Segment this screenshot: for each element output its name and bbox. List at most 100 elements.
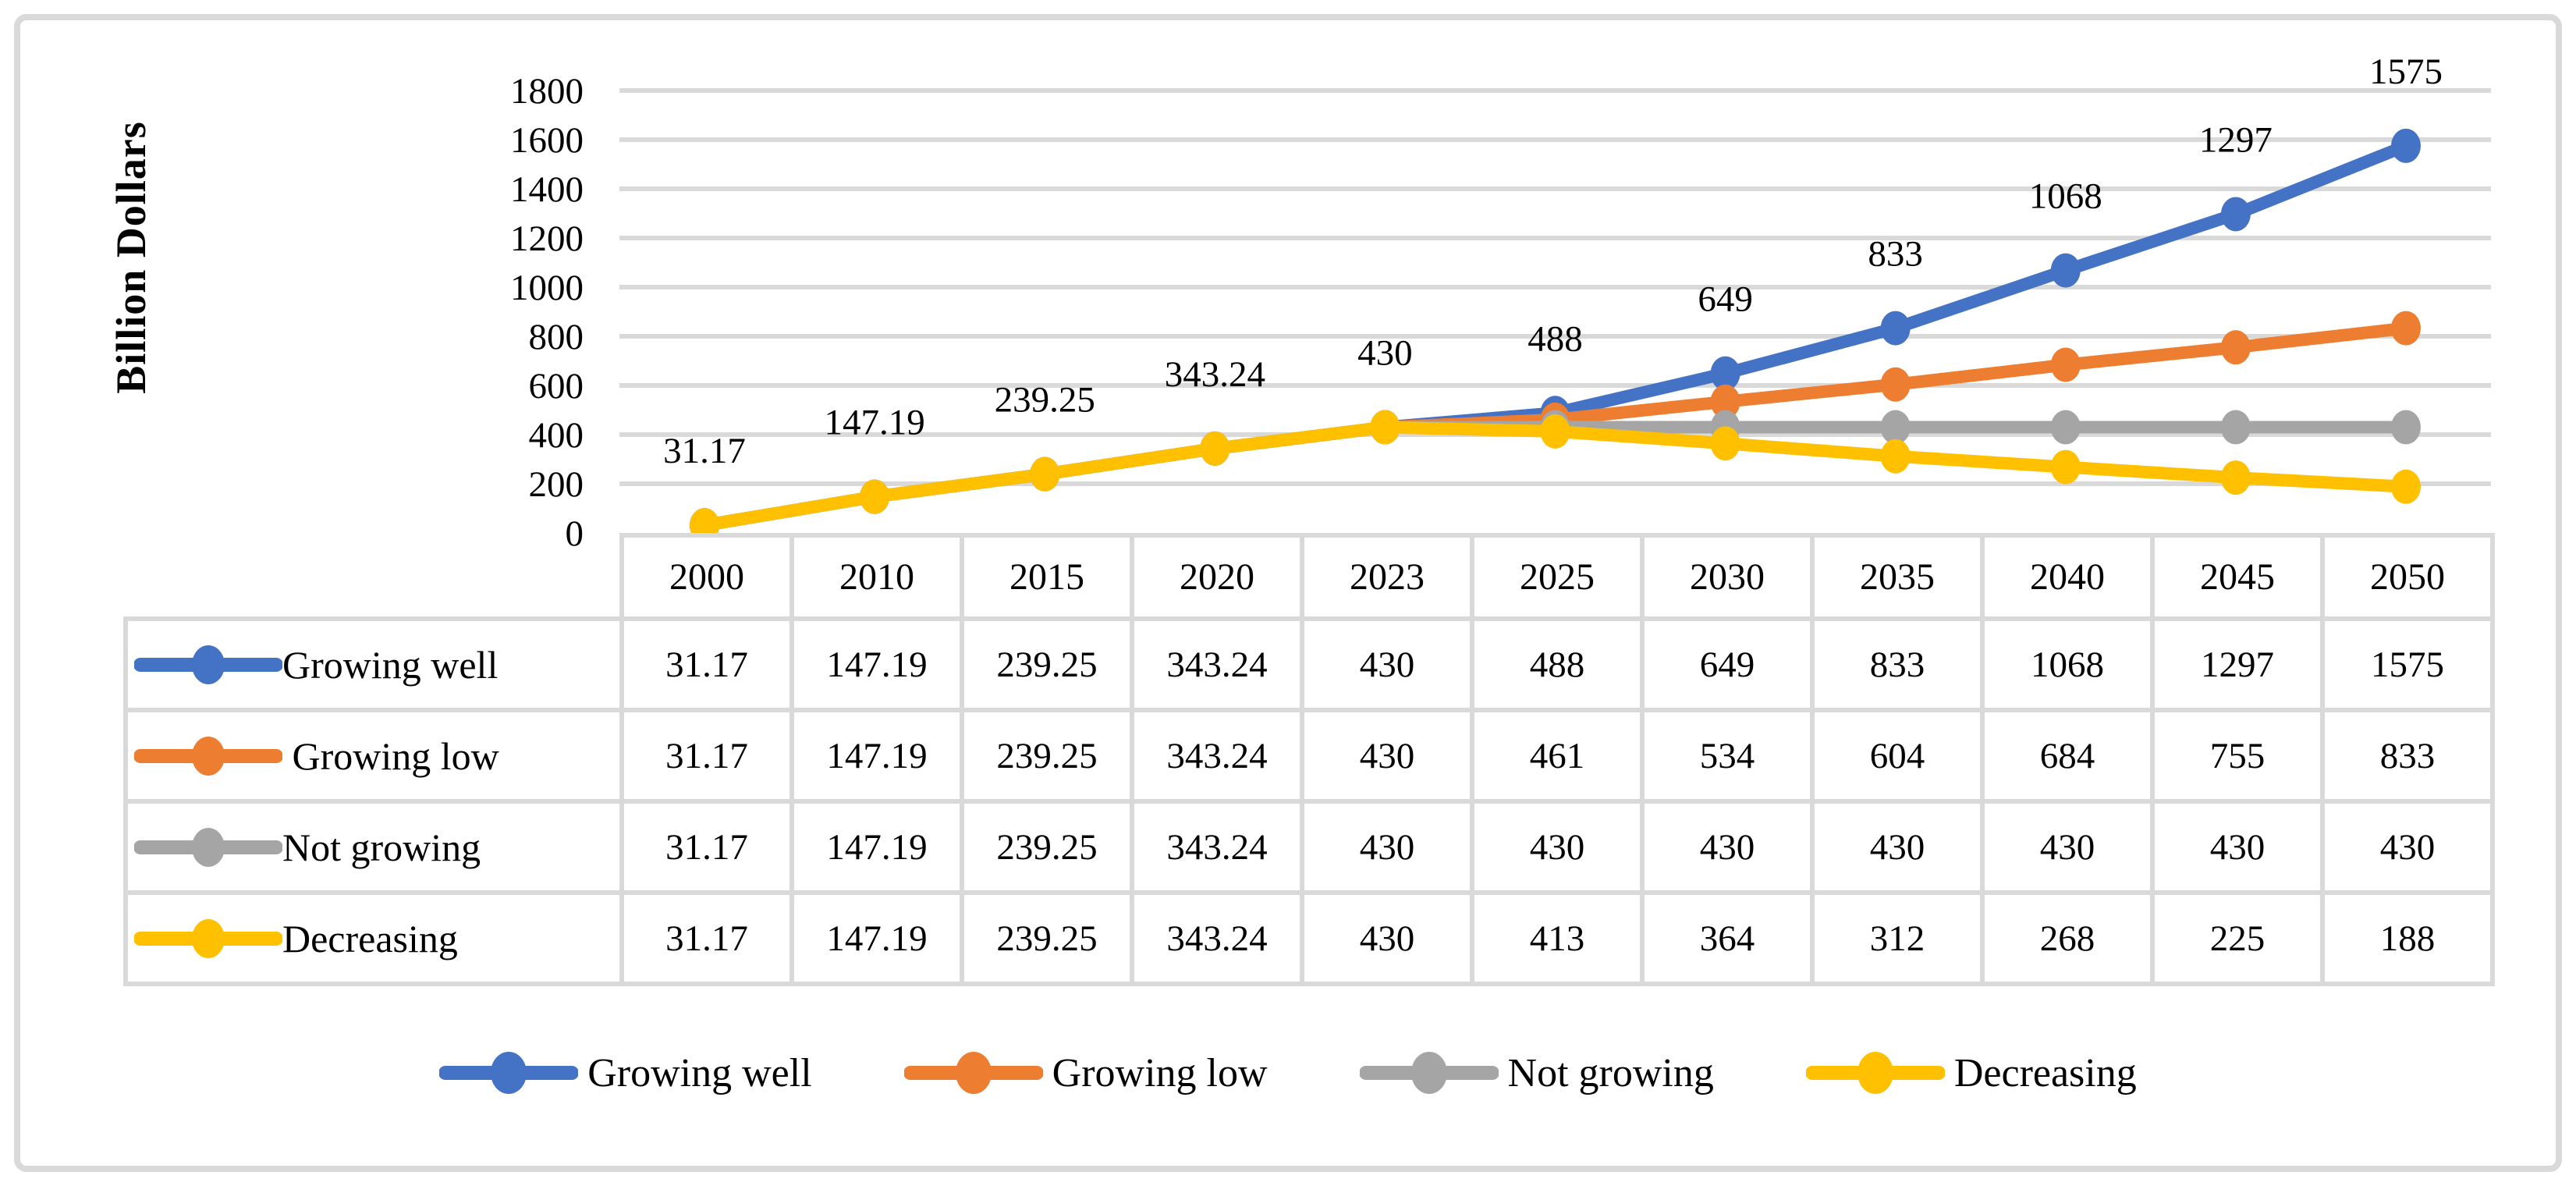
legend-item-growing-well: Growing well [439, 1048, 812, 1098]
data-point-marker-growing-low [1880, 367, 1911, 402]
y-tick-label: 1800 [510, 71, 584, 112]
value-cell: 649 [1640, 616, 1815, 712]
data-label: 343.24 [1165, 354, 1265, 395]
data-point-marker-not-growing [2390, 410, 2421, 445]
data-point-marker-growing-low [2050, 347, 2081, 382]
value-cell: 1575 [2320, 616, 2495, 712]
series-label-cell: Not growing [123, 799, 624, 895]
value-cell: 239.25 [960, 616, 1134, 712]
data-point-marker-decreasing [1370, 410, 1400, 445]
legend-item-not-growing: Not growing [1359, 1048, 1714, 1098]
data-point-marker-growing-well [1880, 311, 1911, 346]
y-tick-label: 800 [529, 317, 584, 357]
value-cell: 147.19 [789, 708, 964, 804]
table-row: Decreasing 31.17 147.19 239.25 343.24 430 413 3… [123, 890, 2495, 986]
series-label: Growing low [282, 733, 499, 778]
legend-item-decreasing: Decreasing [1805, 1048, 2137, 1098]
year-header-cell: 2045 [2150, 533, 2325, 621]
value-cell: 430 [2150, 799, 2325, 895]
legend-label: Growing well [587, 1050, 812, 1095]
value-cell: 430 [2320, 799, 2495, 895]
value-cell: 430 [1300, 616, 1474, 712]
line-chart: 0 200 400 600 800 1000 1200 1400 1600 1800 31.17 14… [510, 51, 2491, 554]
data-point-marker-decreasing [2220, 460, 2251, 495]
value-cell: 364 [1640, 890, 1815, 986]
table-row: Growing well 31.17 147.19 239.25 343.24 430 48… [123, 616, 2495, 712]
value-cell: 833 [2320, 708, 2495, 804]
legend-key-icon [439, 1052, 579, 1094]
legend-key-icon [134, 827, 282, 867]
value-cell: 31.17 [619, 708, 794, 804]
series-label: Decreasing [282, 916, 458, 961]
chart-data-table: 2000 2010 2015 2020 2023 2025 2030 2035 2040 2045… [123, 533, 2495, 986]
value-cell: 239.25 [960, 890, 1134, 986]
legend-label: Decreasing [1953, 1050, 2137, 1095]
data-point-marker-growing-low [2220, 330, 2251, 365]
value-cell: 430 [1300, 890, 1474, 986]
year-header-cell: 2035 [1810, 533, 1985, 621]
data-point-marker-not-growing [2220, 410, 2251, 445]
legend-label: Not growing [1507, 1050, 1714, 1095]
value-cell: 430 [1810, 799, 1985, 895]
data-point-marker-decreasing [1880, 439, 1911, 474]
year-header-cell: 2023 [1300, 533, 1474, 621]
table-row: Not growing 31.17 147.19 239.25 343.24 430 430… [123, 799, 2495, 895]
value-cell: 188 [2320, 890, 2495, 986]
value-cell: 239.25 [960, 708, 1134, 804]
value-cell: 1068 [1980, 616, 2155, 712]
legend-key-icon [1805, 1052, 1945, 1094]
data-point-marker-decreasing [690, 508, 720, 543]
table-corner-cell [126, 535, 622, 619]
y-tick-label: 200 [529, 464, 584, 505]
value-cell: 488 [1470, 616, 1645, 712]
data-point-marker-growing-low [2390, 311, 2421, 346]
data-point-marker-decreasing [1540, 414, 1570, 449]
year-header-cell: 2040 [1980, 533, 2155, 621]
y-tick-label: 1400 [510, 169, 584, 210]
y-tick-label: 400 [529, 415, 584, 456]
data-point-marker-decreasing [2050, 449, 2081, 485]
data-label: 430 [1357, 333, 1413, 374]
legend-label: Growing low [1052, 1050, 1268, 1095]
data-label: 833 [1868, 234, 1923, 275]
data-point-marker-growing-well [2390, 128, 2421, 163]
y-tick-label: 600 [529, 366, 584, 407]
value-cell: 430 [1980, 799, 2155, 895]
series-label-cell: Growing low [123, 708, 624, 804]
data-label: 1068 [2029, 176, 2102, 217]
data-point-marker-decreasing [1710, 426, 1740, 461]
value-cell: 343.24 [1130, 799, 1304, 895]
value-cell: 833 [1810, 616, 1985, 712]
y-tick-label: 0 [566, 513, 584, 554]
series-label: Not growing [282, 825, 481, 869]
value-cell: 239.25 [960, 799, 1134, 895]
value-cell: 430 [1640, 799, 1815, 895]
value-cell: 312 [1810, 890, 1985, 986]
y-tick-label: 1000 [510, 268, 584, 308]
series-label-cell: Growing well [123, 616, 624, 712]
value-cell: 534 [1640, 708, 1815, 804]
legend-key-icon [134, 644, 282, 684]
value-cell: 430 [1300, 799, 1474, 895]
data-table: 2000 2010 2015 2020 2023 2025 2030 2035 2040 2045… [123, 533, 2495, 986]
year-header-cell: 2000 [619, 533, 794, 621]
data-label: 488 [1528, 318, 1583, 359]
series-label: Growing well [282, 642, 499, 687]
value-cell: 343.24 [1130, 616, 1304, 712]
legend-item-growing-low: Growing low [903, 1048, 1268, 1098]
series-label-cell: Decreasing [123, 890, 624, 986]
data-label: 31.17 [663, 431, 746, 471]
year-header-cell: 2025 [1470, 533, 1645, 621]
value-cell: 268 [1980, 890, 2155, 986]
value-cell: 413 [1470, 890, 1645, 986]
value-cell: 684 [1980, 708, 2155, 804]
data-point-marker-growing-well [1710, 356, 1740, 391]
data-label: 1297 [2199, 119, 2273, 160]
data-label: 147.19 [825, 403, 925, 443]
value-cell: 31.17 [619, 890, 794, 986]
value-cell: 430 [1470, 799, 1645, 895]
data-point-marker-growing-well [2050, 253, 2081, 288]
value-cell: 430 [1300, 708, 1474, 804]
data-point-marker-decreasing [1200, 431, 1230, 466]
